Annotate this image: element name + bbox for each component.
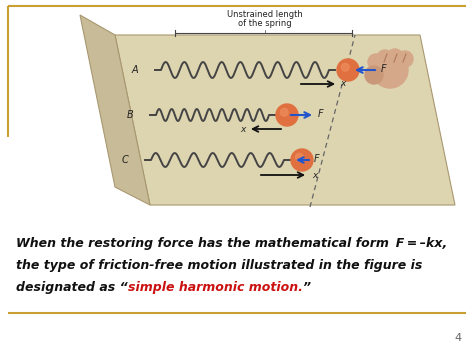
Circle shape [387, 49, 403, 65]
Text: ”: ” [302, 281, 310, 294]
Circle shape [341, 64, 349, 71]
Text: simple harmonic motion.: simple harmonic motion. [128, 281, 302, 294]
Text: of the spring: of the spring [238, 19, 292, 28]
Polygon shape [115, 35, 455, 205]
Text: C: C [121, 155, 128, 165]
Text: F: F [381, 64, 387, 74]
Text: A: A [131, 65, 138, 75]
Circle shape [337, 59, 359, 81]
Text: When the restoring force has the mathematical form  F = –kx,: When the restoring force has the mathema… [16, 237, 447, 250]
Text: designated as “: designated as “ [16, 281, 128, 294]
Text: x: x [241, 125, 246, 133]
Text: Unstrained length: Unstrained length [227, 10, 303, 19]
Text: x: x [312, 170, 318, 180]
Text: x: x [340, 80, 346, 88]
Text: 4: 4 [455, 333, 462, 343]
Polygon shape [80, 15, 150, 205]
Circle shape [276, 104, 298, 126]
Circle shape [291, 149, 313, 171]
Text: F: F [318, 109, 324, 119]
Circle shape [372, 52, 408, 88]
Circle shape [365, 66, 383, 84]
Circle shape [368, 54, 384, 70]
Circle shape [295, 153, 303, 161]
Circle shape [397, 51, 413, 67]
Circle shape [281, 108, 288, 116]
Circle shape [377, 50, 393, 66]
Text: B: B [126, 110, 133, 120]
Text: the type of friction-free motion illustrated in the figure is: the type of friction-free motion illustr… [16, 259, 422, 272]
Text: F: F [314, 154, 319, 164]
